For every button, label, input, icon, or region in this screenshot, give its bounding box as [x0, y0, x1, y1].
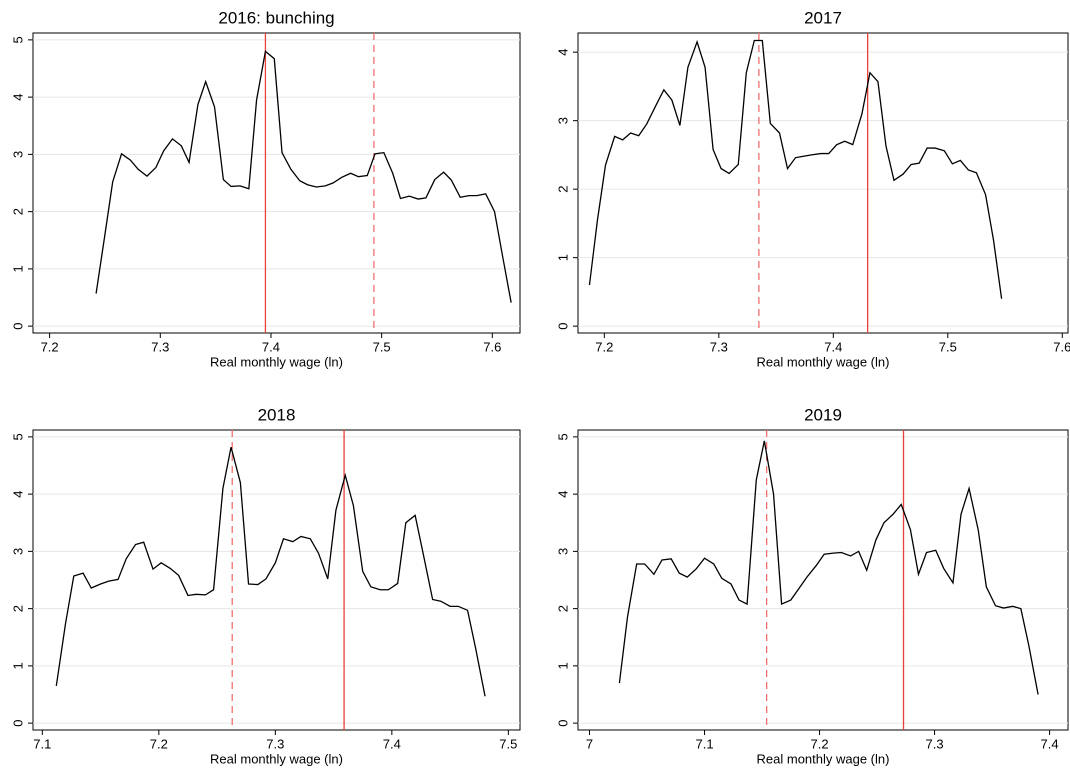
x-axis-label: Real monthly wage (ln)	[210, 354, 343, 369]
y-tick-label: 1	[555, 254, 570, 261]
plot-frame	[32, 429, 521, 731]
y-tick-label: 3	[555, 548, 570, 555]
x-tick-label: 7.4	[383, 736, 401, 751]
panel: 0 1 2 3 4 7.2 7.3 7.4 7.5 7.6 Real monthly wage (l…	[555, 8, 1070, 369]
x-tick-label: 7.2	[150, 736, 168, 751]
y-tick-label: 2	[10, 208, 25, 215]
y-tick-label: 5	[555, 433, 570, 440]
x-tick-label: 7.4	[1041, 736, 1059, 751]
x-tick-label: 7.2	[595, 339, 613, 354]
x-tick-label: 7.5	[373, 339, 391, 354]
y-tick-label: 0	[555, 323, 570, 330]
x-tick-label: 7.2	[811, 736, 829, 751]
y-tick-label: 1	[555, 662, 570, 669]
y-tick-label: 0	[10, 323, 25, 330]
y-tick-label: 5	[10, 36, 25, 43]
y-tick-label: 5	[10, 433, 25, 440]
x-tick-label: 7.1	[695, 736, 713, 751]
y-tick-label: 4	[555, 491, 570, 498]
panel: 0 1 2 3 4 5 7.1 7.2 7.3 7.4 7.5 Real monthly wage (…	[10, 405, 521, 766]
x-tick-label: 7.3	[151, 339, 169, 354]
data-line	[55, 447, 486, 697]
x-tick-label: 7.6	[483, 339, 501, 354]
x-tick-label: 7	[586, 736, 593, 751]
plot-frame	[577, 32, 1069, 334]
y-tick-label: 0	[10, 720, 25, 727]
x-tick-label: 7.3	[926, 736, 944, 751]
y-tick-label: 4	[555, 49, 570, 56]
x-axis-label: Real monthly wage (ln)	[757, 354, 890, 369]
panel: 0 1 2 3 4 5 7.2 7.3 7.4 7.5 7.6 Real monthly wage (…	[10, 8, 521, 369]
y-tick-label: 2	[555, 605, 570, 612]
data-line	[618, 440, 1039, 695]
x-tick-label: 7.4	[824, 339, 842, 354]
x-tick-label: 7.1	[33, 736, 51, 751]
panel-title: 2017	[804, 8, 842, 27]
y-tick-label: 4	[10, 491, 25, 498]
x-tick-label: 7.4	[262, 339, 280, 354]
y-tick-label: 0	[555, 720, 570, 727]
x-tick-label: 7.3	[266, 736, 284, 751]
x-tick-label: 7.2	[41, 339, 59, 354]
y-tick-label: 2	[10, 605, 25, 612]
y-tick-label: 2	[555, 186, 570, 193]
panel-title: 2018	[258, 405, 296, 424]
x-tick-label: 7.5	[499, 736, 517, 751]
y-tick-label: 4	[10, 94, 25, 101]
y-tick-label: 3	[10, 548, 25, 555]
x-axis-label: Real monthly wage (ln)	[757, 751, 890, 766]
x-axis-label: Real monthly wage (ln)	[210, 751, 343, 766]
x-tick-label: 7.6	[1053, 339, 1070, 354]
plot-frame	[577, 429, 1069, 731]
x-tick-label: 7.3	[710, 339, 728, 354]
panel-title: 2019	[804, 405, 842, 424]
y-tick-label: 3	[10, 151, 25, 158]
panel: 0 1 2 3 4 5 7 7.1 7.2 7.3 7.4 Real monthly wage (ln…	[555, 405, 1069, 766]
y-tick-label: 1	[10, 662, 25, 669]
x-tick-label: 7.5	[939, 339, 957, 354]
data-line	[588, 39, 1003, 299]
panel-title: 2016: bunching	[218, 8, 334, 27]
data-line	[95, 50, 512, 303]
y-tick-label: 1	[10, 265, 25, 272]
y-tick-label: 3	[555, 117, 570, 124]
